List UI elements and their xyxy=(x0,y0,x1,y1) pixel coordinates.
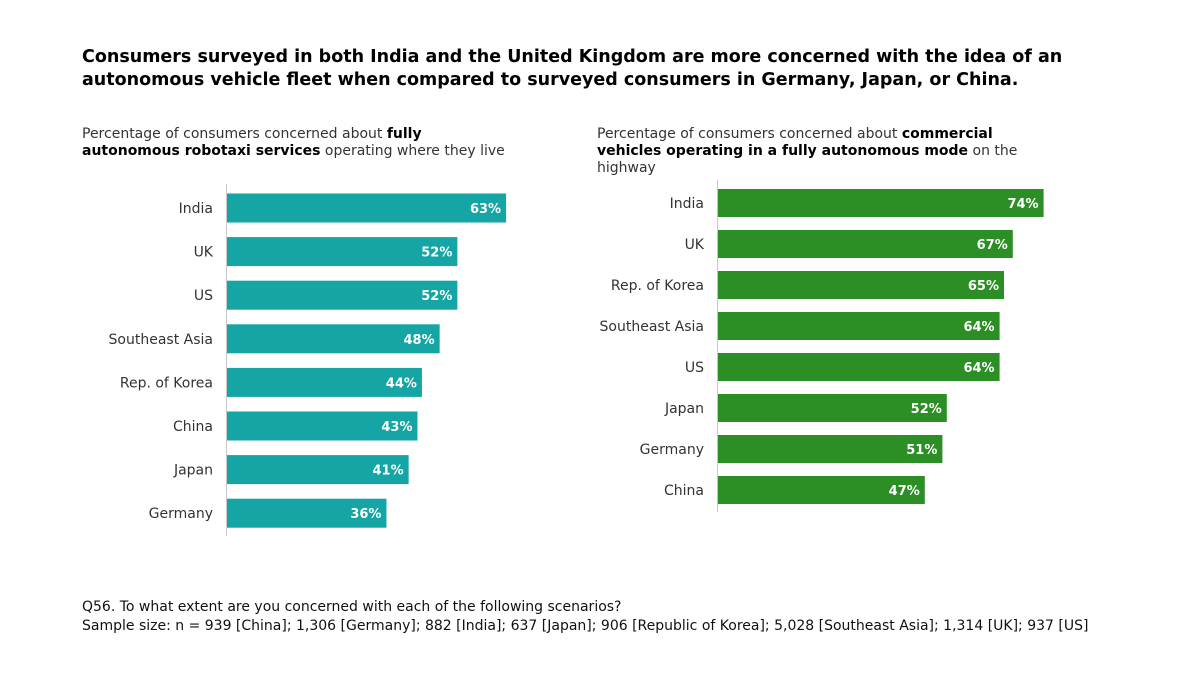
left-value-label-4: 44% xyxy=(386,376,417,391)
right-bar-4 xyxy=(718,353,1000,381)
survey-question: Q56. To what extent are you concerned wi… xyxy=(82,599,622,615)
left-subtitle-post: operating where they live xyxy=(320,143,505,159)
right-value-label-2: 65% xyxy=(968,279,999,294)
right-category-label-2: Rep. of Korea xyxy=(611,278,704,294)
right-category-label-1: UK xyxy=(685,237,705,253)
right-category-label-3: Southeast Asia xyxy=(600,319,704,335)
right-category-label-4: US xyxy=(685,360,704,376)
left-subtitle-bold: fully autonomous robotaxi services xyxy=(82,126,422,159)
right-subtitle-pre: Percentage of consumers concerned about xyxy=(597,126,902,142)
right-bar-6 xyxy=(718,435,943,463)
right-bar-1 xyxy=(718,230,1013,258)
footnote: Q56. To what extent are you concerned wi… xyxy=(82,598,1182,636)
left-bar-6 xyxy=(227,455,409,485)
right-category-label-6: Germany xyxy=(640,442,704,458)
right-value-label-6: 51% xyxy=(906,443,937,458)
left-value-label-5: 43% xyxy=(381,420,412,435)
left-category-label-3: Southeast Asia xyxy=(109,332,213,348)
left-bar-1 xyxy=(227,237,458,267)
left-value-label-3: 48% xyxy=(404,333,435,348)
right-value-label-4: 64% xyxy=(963,361,994,376)
right-bar-5 xyxy=(718,394,947,422)
left-chart-subtitle: Percentage of consumers concerned about … xyxy=(82,126,522,160)
right-bar-3 xyxy=(718,312,1000,340)
left-bar-2 xyxy=(227,280,458,310)
right-value-label-3: 64% xyxy=(963,320,994,335)
left-subtitle-pre: Percentage of consumers concerned about xyxy=(82,126,387,142)
sample-size-note: Sample size: n = 939 [China]; 1,306 [Ger… xyxy=(82,618,1089,634)
right-value-label-0: 74% xyxy=(1007,197,1038,212)
left-bar-5 xyxy=(227,411,418,441)
left-bar-3 xyxy=(227,324,440,354)
left-value-label-1: 52% xyxy=(421,246,452,261)
right-category-label-7: China xyxy=(664,483,704,499)
left-category-label-2: US xyxy=(194,288,213,304)
right-bar-0 xyxy=(718,189,1044,217)
left-value-label-2: 52% xyxy=(421,289,452,304)
left-category-label-6: Japan xyxy=(173,463,213,479)
right-subtitle-bold: commercial vehicles operating in a fully… xyxy=(597,126,993,159)
left-bar-7 xyxy=(227,498,387,528)
right-value-label-7: 47% xyxy=(889,484,920,499)
headline: Consumers surveyed in both India and the… xyxy=(82,47,1063,90)
left-category-label-5: China xyxy=(173,419,213,435)
left-value-label-6: 41% xyxy=(373,464,404,479)
right-value-label-5: 52% xyxy=(911,402,942,417)
left-category-label-1: UK xyxy=(194,245,214,261)
right-chart-subtitle: Percentage of consumers concerned about … xyxy=(597,126,1037,177)
left-bar-0 xyxy=(227,193,507,223)
right-subtitle-post: on the highway xyxy=(597,143,1018,176)
right-value-label-1: 67% xyxy=(977,238,1008,253)
left-value-label-0: 63% xyxy=(470,202,501,217)
left-category-label-7: Germany xyxy=(149,506,213,522)
right-bar-7 xyxy=(718,476,925,504)
left-value-label-7: 36% xyxy=(350,507,381,522)
right-bar-2 xyxy=(718,271,1004,299)
left-category-label-0: India xyxy=(179,201,213,217)
right-category-label-5: Japan xyxy=(664,401,704,417)
right-category-label-0: India xyxy=(670,196,704,212)
left-bar-4 xyxy=(227,367,422,397)
left-category-label-4: Rep. of Korea xyxy=(120,375,213,391)
